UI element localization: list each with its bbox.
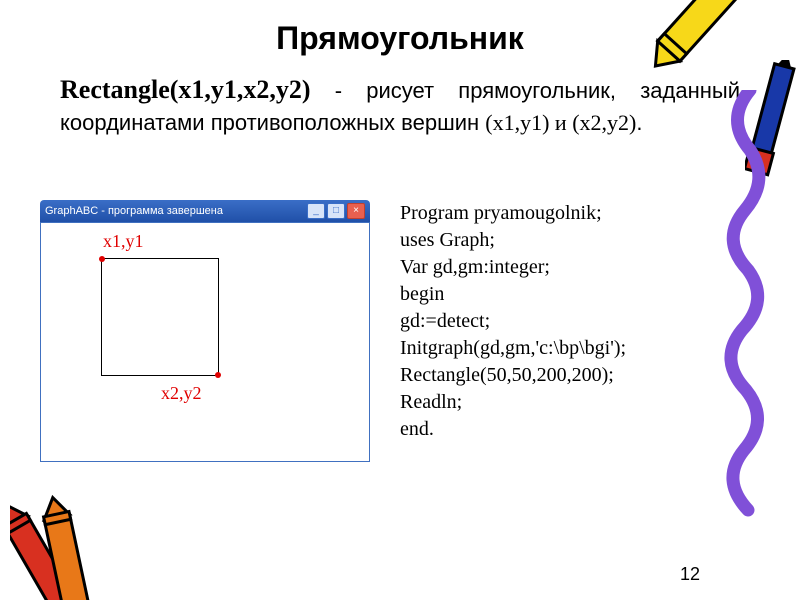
corner-dot-topleft bbox=[99, 256, 105, 262]
code-line: Rectangle(50,50,200,200); bbox=[400, 362, 626, 389]
code-line: uses Graph; bbox=[400, 227, 626, 254]
coord-label-x1y1: x1,y1 bbox=[103, 231, 144, 252]
coord-label-x2y2: x2,y2 bbox=[161, 383, 202, 404]
page-number: 12 bbox=[680, 564, 700, 585]
close-icon: × bbox=[347, 203, 365, 219]
demo-window: GraphABC - программа завершена _ □ × x1,… bbox=[40, 200, 370, 462]
decor-crayons-bottomleft bbox=[10, 470, 100, 600]
code-line: gd:=detect; bbox=[400, 308, 626, 335]
maximize-icon: □ bbox=[327, 203, 345, 219]
code-line: Initgraph(gd,gm,'c:\bp\bgi'); bbox=[400, 335, 626, 362]
cmd-name: Rectangle(x1,y1,x2,y2) bbox=[60, 75, 311, 104]
demo-rectangle bbox=[101, 258, 219, 376]
window-titlebar: GraphABC - программа завершена _ □ × bbox=[40, 200, 370, 222]
code-line: Var gd,gm:integer; bbox=[400, 254, 626, 281]
window-body: x1,y1 x2,y2 bbox=[40, 222, 370, 462]
code-listing: Program pryamougolnik; uses Graph; Var g… bbox=[390, 200, 626, 462]
decor-crayon-topright bbox=[640, 0, 740, 100]
corner-dot-bottomright bbox=[215, 372, 221, 378]
titlebar-buttons: _ □ × bbox=[307, 203, 365, 219]
minimize-icon: _ bbox=[307, 203, 325, 219]
window-title: GraphABC - программа завершена bbox=[45, 205, 223, 217]
code-line: end. bbox=[400, 416, 626, 443]
code-line: Readln; bbox=[400, 389, 626, 416]
code-line: begin bbox=[400, 281, 626, 308]
code-line: Program pryamougolnik; bbox=[400, 200, 626, 227]
